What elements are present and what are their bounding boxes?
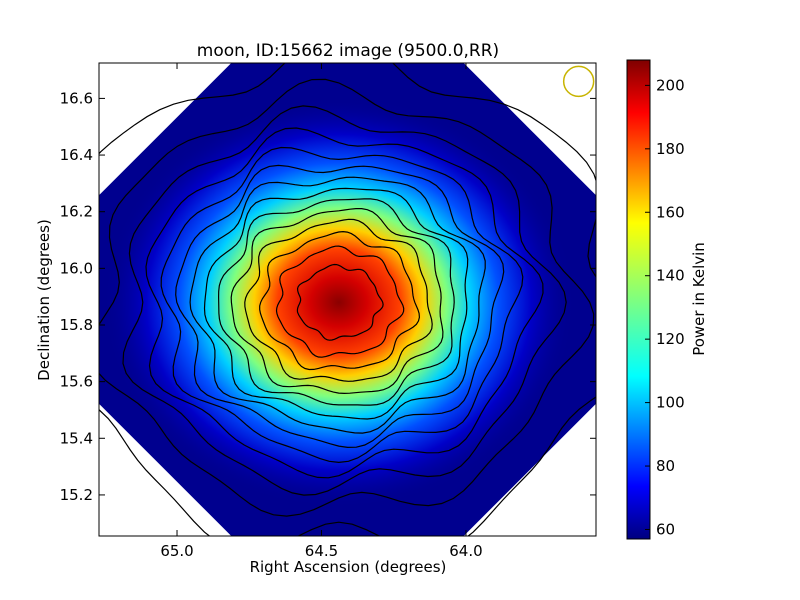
plot-area: [99, 63, 596, 536]
colorbar-tick-label: 140: [656, 267, 685, 285]
colorbar-tick-label: 160: [656, 203, 685, 221]
colorbar-tick-label: 200: [656, 76, 685, 94]
y-tick-label: 16.2: [60, 203, 93, 221]
y-tick-label: 16.6: [60, 89, 93, 107]
contour-line: [160, 146, 524, 464]
contour-line: [99, 63, 596, 536]
contour-line: [99, 78, 595, 517]
colorbar-tick-label: 100: [656, 394, 685, 412]
y-tick-label: 15.4: [60, 429, 93, 447]
x-axis-label: Right Ascension (degrees): [250, 558, 447, 576]
y-tick-label: 15.6: [60, 373, 93, 391]
x-axis: 65.0 64.5 64.0: [160, 63, 483, 560]
colorbar-tick-label: 120: [656, 330, 685, 348]
contour-line: [189, 176, 486, 434]
contour-line: [296, 263, 384, 341]
contour-line: [217, 198, 455, 406]
y-axis: 15.2 15.4 15.6 15.8 16.0 16.2 16.4 16.6: [60, 89, 596, 504]
source-emission: [103, 97, 574, 508]
chart-title: moon, ID:15662 image (9500.0,RR): [197, 41, 499, 61]
y-tick-label: 15.8: [60, 316, 93, 334]
contour-line: [259, 230, 421, 371]
contour-line: [230, 208, 444, 395]
contour-line: [275, 245, 405, 358]
x-tick-label: 65.0: [160, 542, 193, 560]
y-tick-label: 15.2: [60, 486, 93, 504]
contour-line: [244, 218, 433, 382]
colorbar-tick-label: 60: [656, 520, 675, 538]
plot-frame: [98, 62, 597, 537]
contour-line: [175, 164, 505, 449]
contour-line: [145, 127, 544, 479]
x-tick-label: 64.0: [449, 542, 482, 560]
colorbar-label: Power in Kelvin: [690, 242, 708, 356]
y-axis-label: Declination (degrees): [35, 219, 53, 381]
colorbar-gradient: [626, 59, 651, 540]
colorbar-tick-label: 180: [656, 140, 685, 158]
contour-line: [203, 187, 469, 420]
colorbar-tick-label: 80: [656, 457, 675, 475]
contour-line: [122, 105, 567, 496]
y-tick-label: 16.4: [60, 146, 93, 164]
colorbar: 60 80 100 120 140 160 180 200 Power in Kelvin: [626, 59, 708, 540]
beam-marker: [562, 65, 595, 98]
x-tick-label: 64.5: [305, 542, 338, 560]
y-tick-label: 16.0: [60, 259, 93, 277]
